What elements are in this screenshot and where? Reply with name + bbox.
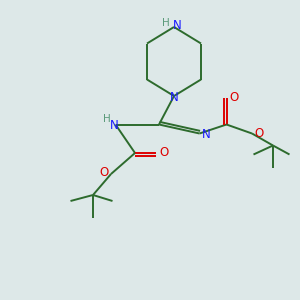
Text: O: O — [230, 91, 238, 104]
Text: N: N — [202, 128, 211, 142]
Text: H: H — [162, 18, 170, 28]
Text: O: O — [100, 166, 109, 179]
Text: N: N — [110, 118, 118, 132]
Text: H: H — [103, 114, 110, 124]
Text: O: O — [159, 146, 168, 160]
Text: N: N — [169, 91, 178, 104]
Text: N: N — [173, 19, 182, 32]
Text: O: O — [254, 127, 263, 140]
